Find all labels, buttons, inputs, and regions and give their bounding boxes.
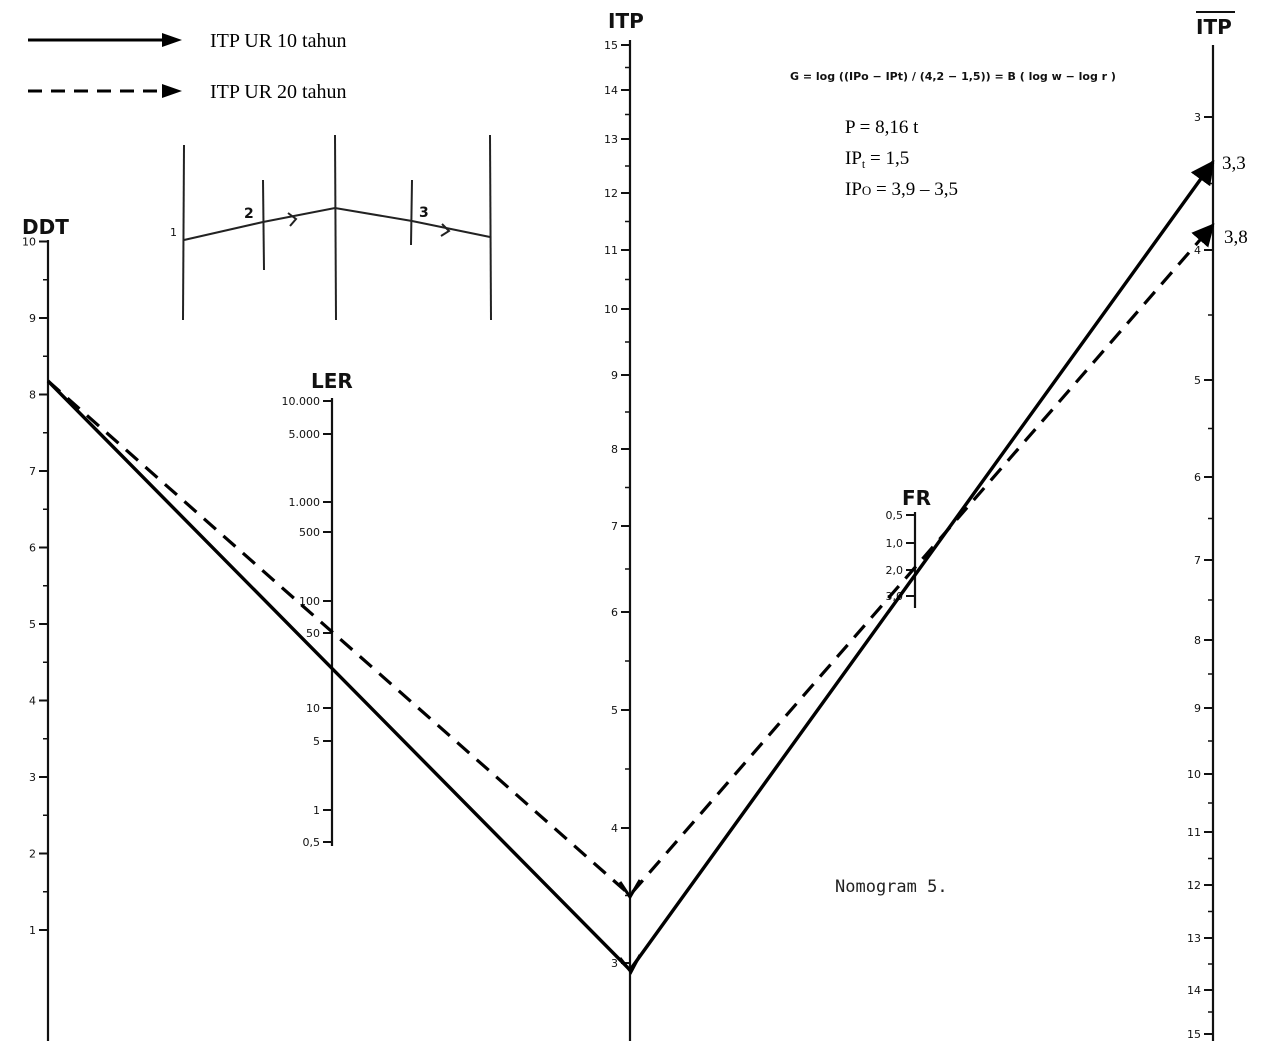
ler-tick-label: 0,5 — [303, 836, 321, 849]
ler-scale: LER 0,5 1 5 10 50 100 500 1.000 5.000 10.000 — [282, 369, 353, 849]
fr-scale-title: FR — [902, 486, 931, 510]
inset-path-line — [183, 206, 491, 241]
ur10-itp-arrow-icon — [618, 954, 642, 975]
legend-dashed-arrow-icon — [162, 84, 182, 98]
ddt-tick-label: 5 — [29, 618, 36, 631]
ddt-scale-title: DDT — [22, 215, 69, 239]
param-p: P = 8,16 t — [845, 117, 919, 138]
itp-bar-tick-label: 8 — [1194, 634, 1201, 647]
result-ur10-label: 3,3 — [1222, 153, 1246, 174]
result-ur20-label: 3,8 — [1224, 227, 1248, 248]
legend: ITP UR 10 tahun ITP UR 20 tahun — [28, 30, 346, 103]
fr-tick-label: 0,5 — [886, 509, 904, 522]
inset-axis-1 — [182, 144, 185, 321]
param-ipt: IPt = 1,5 — [845, 148, 909, 171]
reading-lines — [46, 160, 1215, 975]
ddt-tick-label: 10 — [22, 236, 36, 249]
itp-tick-label: 10 — [604, 303, 618, 316]
itp-tick-label: 12 — [604, 187, 618, 200]
ler-tick-label: 1 — [313, 804, 320, 817]
formula-text: G = log ((IPo − IPt) / (4,2 − 1,5)) = B … — [790, 70, 1116, 83]
inset-axis-3 — [334, 134, 337, 321]
itp-bar-tick-label: 12 — [1187, 879, 1201, 892]
itp-tick-label: 3 — [611, 957, 618, 970]
inset-sketch — [182, 134, 492, 321]
itp-bar-tick-label: 7 — [1194, 554, 1201, 567]
inset-label-3: 3 — [419, 205, 429, 221]
itp-scale-title: ITP — [608, 9, 644, 33]
itp-scale: ITP 3 4 5 6 7 8 9 10 11 12 13 14 15 — [604, 9, 644, 1041]
itp-bar-tick-label: 6 — [1194, 471, 1201, 484]
ler-tick-label: 5 — [313, 735, 320, 748]
inset-axis-2 — [262, 179, 265, 271]
itp-bar-scale-title: ITP — [1196, 15, 1232, 39]
fr-scale: FR 0,51,02,03,0 — [886, 486, 931, 608]
ler-tick-label: 10.000 — [282, 395, 321, 408]
inset-label-2: 2 — [244, 206, 254, 222]
inset-arrow-a-icon — [287, 212, 298, 227]
ddt-tick-label: 6 — [29, 542, 36, 555]
ddt-tick-label: 8 — [29, 389, 36, 402]
ler-tick-label: 5.000 — [289, 428, 321, 441]
fr-tick-label: 2,0 — [886, 564, 904, 577]
itp-tick-label: 6 — [611, 606, 618, 619]
legend-solid-arrow-icon — [162, 33, 182, 47]
inset-arrow-b-icon — [440, 223, 451, 237]
itp-tick-label: 8 — [611, 443, 618, 456]
legend-dashed-label: ITP UR 20 tahun — [210, 81, 346, 103]
itp-bar-tick-label: 15 — [1187, 1028, 1201, 1041]
ler-tick-label: 50 — [306, 627, 320, 640]
ddt-scale: DDT 1 2 3 4 5 6 7 8 9 10 — [22, 215, 69, 1041]
fr-tick-label: 1,0 — [886, 537, 904, 550]
ddt-tick-label: 2 — [29, 848, 36, 861]
legend-solid-label: ITP UR 10 tahun — [210, 30, 346, 52]
itp-tick-label: 9 — [611, 369, 618, 382]
ler-tick-label: 100 — [299, 595, 320, 608]
ddt-tick-label: 9 — [29, 312, 36, 325]
inset-axis-4 — [410, 179, 413, 246]
param-ipo: IPO = 3,9 – 3,5 — [845, 179, 958, 200]
itp-tick-label: 13 — [604, 133, 618, 146]
ur20-itp-arrow-icon — [618, 879, 642, 900]
nomogram-caption: Nomogram 5. — [835, 877, 948, 897]
itp-tick-label: 11 — [604, 244, 618, 257]
ler-scale-title: LER — [311, 369, 353, 393]
itp-bar-tick-label: 3 — [1194, 111, 1201, 124]
inset-label-1: 1 — [170, 226, 177, 239]
itp-bar-tick-label: 14 — [1187, 984, 1201, 997]
ddt-tick-label: 1 — [29, 924, 36, 937]
itp-tick-label: 5 — [611, 704, 618, 717]
itp-bar-tick-label: 11 — [1187, 826, 1201, 839]
itp-bar-tick-label: 5 — [1194, 374, 1201, 387]
itp-tick-label: 7 — [611, 520, 618, 533]
itp-bar-tick-label: 13 — [1187, 932, 1201, 945]
ddt-tick-label: 3 — [29, 771, 36, 784]
ler-tick-label: 500 — [299, 526, 320, 539]
itp-bar-tick-label: 9 — [1194, 702, 1201, 715]
ler-tick-label: 10 — [306, 702, 320, 715]
itp-bar-tick-label: 4 — [1194, 244, 1201, 257]
ddt-tick-label: 7 — [29, 465, 36, 478]
inset-axis-5 — [489, 134, 492, 321]
itp-tick-label: 4 — [611, 822, 618, 835]
itp-bar-scale: ITP 3 4 5 6 7 8 9 10 11 12 13 14 15 — [1187, 11, 1235, 1041]
itp-tick-label: 14 — [604, 84, 618, 97]
itp-tick-label: 15 — [604, 39, 618, 52]
itp-bar-tick-label: 10 — [1187, 768, 1201, 781]
ddt-tick-label: 4 — [29, 695, 36, 708]
ler-tick-label: 1.000 — [289, 496, 321, 509]
